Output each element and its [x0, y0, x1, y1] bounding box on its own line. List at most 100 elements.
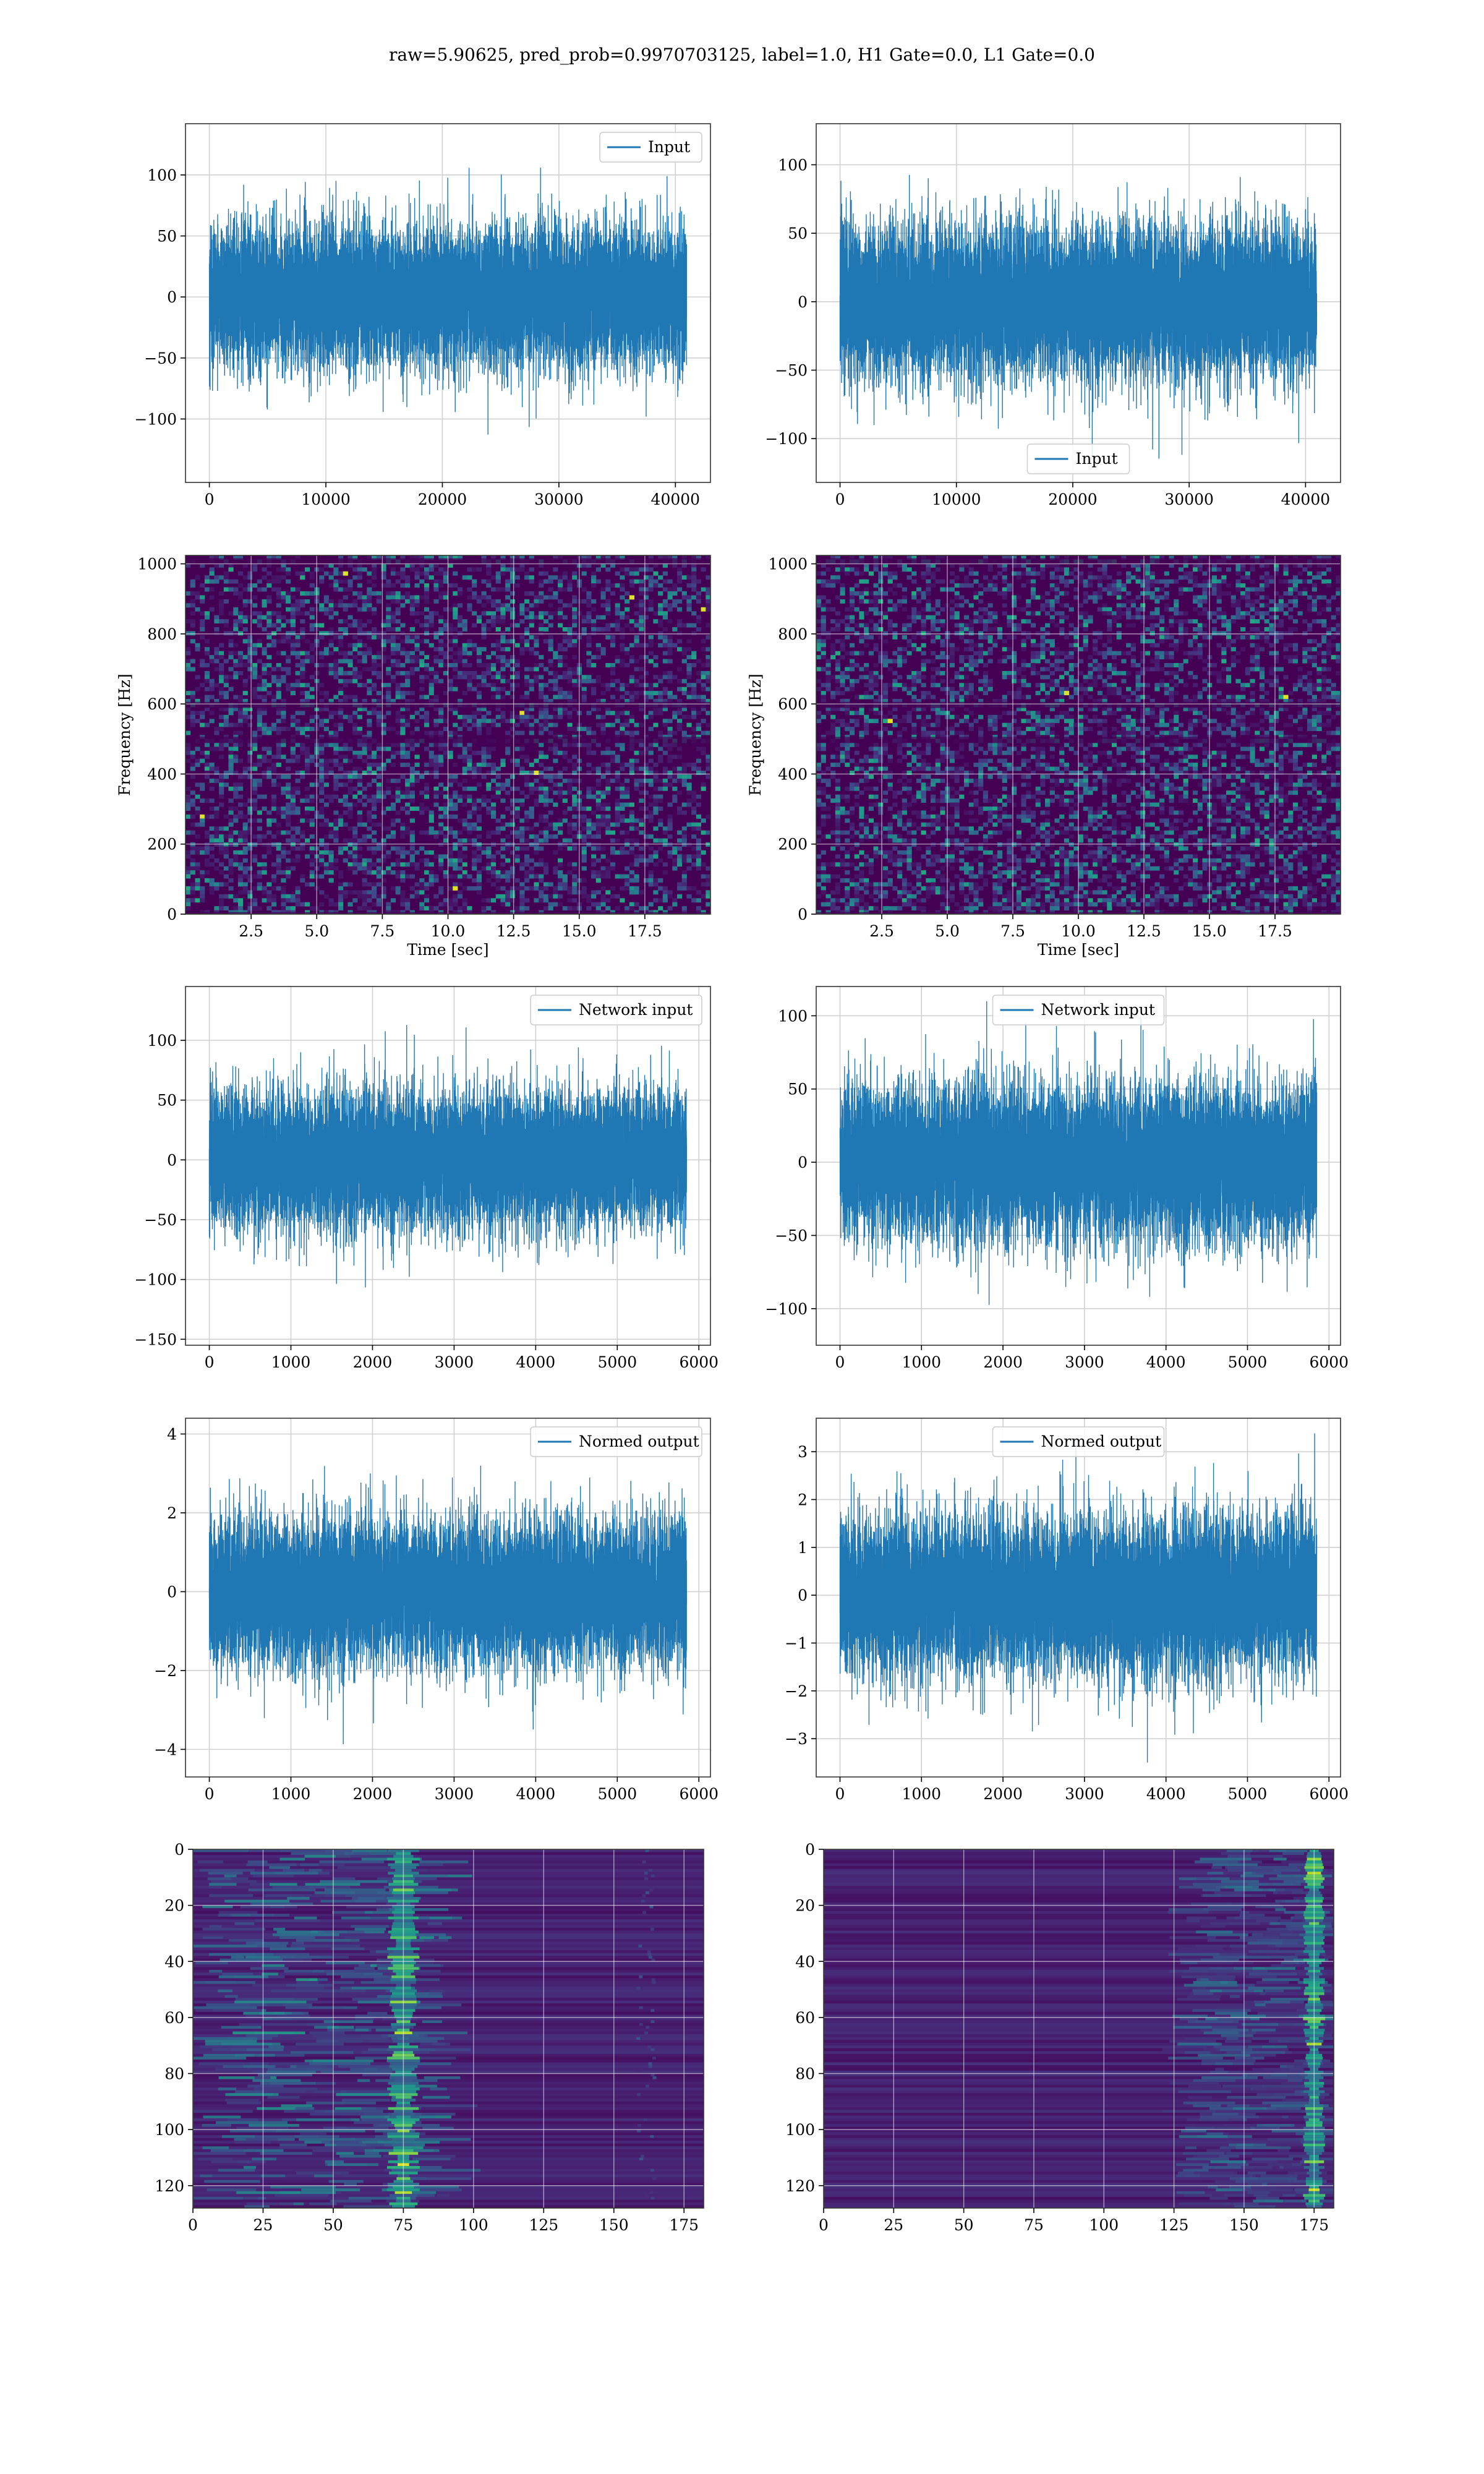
heatmap-cell: [319, 623, 325, 628]
heatmap-cell: [591, 794, 597, 799]
heatmap-cell: [190, 619, 195, 624]
heatmap-cell: [472, 842, 477, 847]
heatmap-cell: [854, 607, 859, 612]
heatmap-cell: [681, 659, 687, 664]
heatmap-cell: [200, 599, 205, 604]
heatmap-cell: [634, 643, 639, 648]
heatmap-cell: [286, 683, 291, 688]
heatmap-cell: [300, 631, 305, 636]
heatmap-cell: [849, 878, 855, 883]
heatmap-cell: [548, 774, 553, 779]
heatmap-cell: [696, 802, 702, 807]
heatmap-cell: [495, 619, 501, 624]
heatmap-cell: [262, 567, 267, 572]
heatmap-cell: [835, 619, 841, 624]
heatmap-cell: [662, 555, 668, 560]
heatmap-cell: [214, 555, 220, 560]
heatmap-cell: [271, 902, 277, 907]
heatmap-cell: [859, 651, 864, 656]
heatmap-cell: [586, 603, 592, 608]
heatmap-cell: [505, 874, 511, 879]
heatmap-cell: [481, 627, 487, 631]
heatmap-cell: [438, 647, 444, 652]
heatmap-cell: [591, 631, 597, 636]
heatmap-cell: [352, 866, 358, 871]
heatmap-cell: [333, 583, 339, 588]
heatmap-cell: [572, 706, 578, 711]
heatmap-cell: [362, 758, 367, 763]
heatmap-cell: [295, 651, 301, 656]
heatmap-cell: [262, 755, 267, 760]
heatmap-cell: [620, 647, 625, 652]
heatmap-cell: [840, 599, 845, 604]
heatmap-cell: [845, 894, 850, 899]
heatmap-cell: [500, 838, 506, 843]
heatmap-cell: [433, 599, 439, 604]
heatmap-cell: [581, 846, 587, 851]
heatmap-cell: [620, 587, 625, 592]
heatmap-cell: [372, 778, 377, 783]
h1-spectrogram-panel: 2.5 5.0 7.5 10.0 12.5 15.0 17.5020040060080010…: [116, 555, 711, 959]
heatmap-cell: [362, 802, 367, 807]
heatmap-cell: [390, 898, 396, 903]
heatmap-cell: [825, 567, 831, 572]
heatmap-cell: [514, 670, 520, 675]
heatmap-cell: [539, 798, 544, 803]
heatmap-cell: [376, 663, 382, 667]
heatmap-cell: [228, 706, 234, 711]
heatmap-cell: [686, 854, 692, 859]
heatmap-cell: [495, 850, 501, 855]
heatmap-cell: [691, 655, 697, 660]
heatmap-cell: [629, 655, 635, 660]
heatmap-cell: [424, 663, 430, 667]
heatmap-cell: [438, 615, 444, 620]
heatmap-cell: [605, 722, 611, 727]
heatmap-cell: [381, 810, 386, 815]
heatmap-cell: [357, 890, 363, 895]
heatmap-cell: [424, 807, 430, 811]
heatmap-cell: [572, 866, 578, 871]
heatmap-cell: [267, 599, 272, 604]
heatmap-cell: [343, 607, 348, 612]
heatmap-cell: [304, 655, 310, 660]
heatmap-cell: [242, 714, 248, 719]
heatmap-cell: [376, 714, 382, 719]
heatmap-cell: [209, 826, 215, 831]
heatmap-cell: [343, 670, 348, 675]
heatmap-cell: [429, 882, 434, 887]
heatmap-cell: [309, 874, 315, 879]
heatmap-cell: [524, 675, 530, 680]
heatmap-cell: [676, 719, 683, 724]
heatmap-cell: [840, 647, 845, 652]
heatmap-cell: [490, 763, 497, 768]
heatmap-cell: [864, 587, 869, 592]
heatmap-cell: [429, 563, 434, 568]
heatmap-cell: [825, 898, 831, 903]
heatmap-cell: [405, 790, 411, 795]
heatmap-cell: [615, 807, 620, 811]
heatmap-cell: [686, 842, 692, 847]
heatmap-cell: [237, 651, 244, 656]
heatmap-cell: [648, 814, 654, 819]
heatmap-cell: [357, 571, 363, 576]
heatmap-cell: [438, 651, 444, 656]
heatmap-cell: [864, 695, 869, 700]
heatmap-cell: [706, 894, 710, 899]
heatmap-cell: [200, 894, 205, 899]
heatmap-cell: [519, 603, 525, 608]
heatmap-cell: [424, 587, 430, 592]
heatmap-cell: [228, 747, 234, 751]
heatmap-cell: [543, 814, 549, 819]
heatmap-cell: [472, 786, 477, 791]
heatmap-cell: [595, 678, 601, 683]
heatmap-cell: [367, 866, 372, 871]
heatmap-cell: [854, 766, 859, 771]
heatmap-cell: [228, 786, 234, 791]
heatmap-cell: [372, 798, 377, 803]
heatmap-cell: [333, 858, 339, 863]
heatmap-cell: [676, 882, 683, 887]
heatmap-cell: [386, 807, 391, 811]
heatmap-cell: [558, 623, 563, 628]
heatmap-cell: [653, 683, 659, 688]
heatmap-cell: [448, 631, 453, 636]
